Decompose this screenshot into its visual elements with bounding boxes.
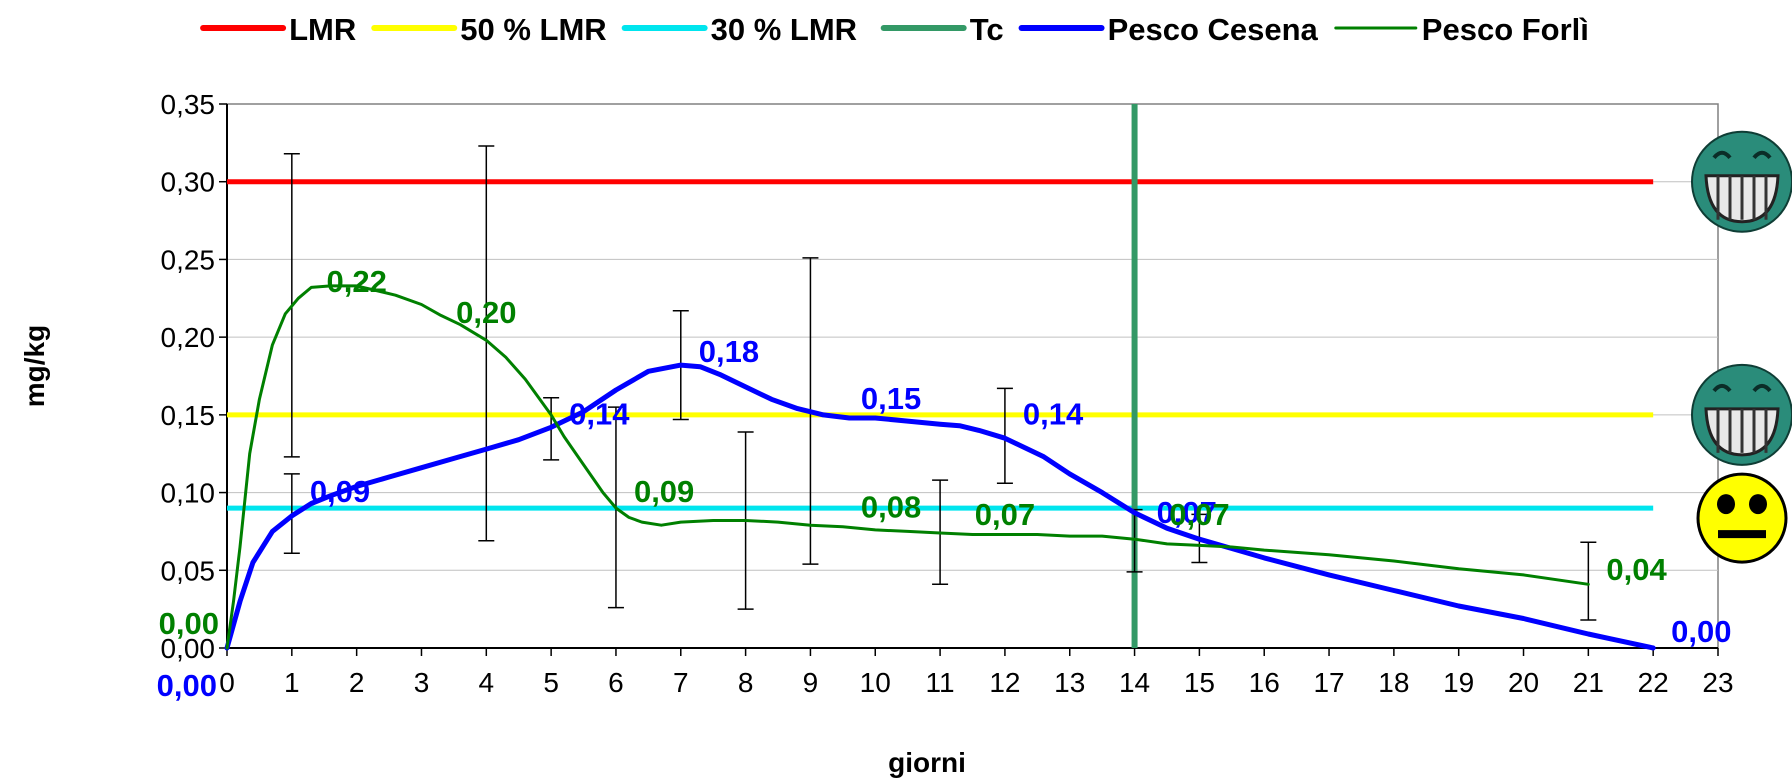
x-tick-label: 15 (1184, 667, 1215, 698)
x-tick-label: 0 (219, 667, 235, 698)
legend-label: Tc (970, 12, 1004, 47)
data-label: 0,04 (1606, 552, 1667, 587)
y-axis-tick-labels: 0,00 0,05 0,10 0,15 0,20 0,25 0,30 0,35 (161, 89, 216, 664)
x-tick-label: 22 (1638, 667, 1669, 698)
eye (1717, 494, 1735, 515)
legend-label: Pesco Cesena (1108, 12, 1319, 47)
data-series (224, 284, 1656, 651)
x-axis-tick-labels: 0 1 2 3 4 5 6 7 8 9 10 11 12 13 14 15 16 17 18 19 20 21 22 23 (219, 648, 1734, 698)
x-tick-label: 4 (479, 667, 495, 698)
y-tick-label: 0,10 (161, 478, 216, 509)
x-tick-label: 21 (1573, 667, 1604, 698)
x-tick-label: 6 (608, 667, 624, 698)
eye (1749, 494, 1767, 515)
y-axis-title: mg/kg (19, 325, 50, 407)
x-tick-label: 16 (1249, 667, 1280, 698)
x-tick-label: 20 (1508, 667, 1539, 698)
y-tick-label: 0,00 (161, 633, 216, 664)
x-tick-label: 17 (1313, 667, 1344, 698)
y-tick-label: 0,05 (161, 555, 216, 586)
x-tick-label: 7 (673, 667, 689, 698)
y-tick-label: 0,30 (161, 167, 216, 198)
legend-label: Pesco Forlì (1422, 12, 1589, 47)
eye (1712, 150, 1732, 160)
data-label: 0,14 (569, 396, 630, 431)
mouth (1718, 530, 1766, 539)
x-tick-label: 23 (1702, 667, 1733, 698)
data-label: 0,07 (1157, 495, 1217, 530)
data-label: 0,20 (456, 295, 516, 330)
legend-label: 50 % LMR (460, 12, 606, 47)
x-tick-label: 9 (803, 667, 819, 698)
x-tick-label: 18 (1378, 667, 1409, 698)
series-line (225, 284, 1590, 650)
data-label: 0,14 (1023, 396, 1084, 431)
face-circle (1696, 472, 1788, 564)
x-tick-label: 2 (349, 667, 365, 698)
neutral-face-icon (1696, 472, 1788, 564)
data-label: 0,09 (310, 474, 370, 509)
data-label: 0,18 (699, 334, 759, 369)
data-labels: 0,000,090,140,180,15 0,140,070,000,000,22… (157, 264, 1732, 703)
x-tick-label: 13 (1054, 667, 1085, 698)
x-tick-label: 1 (284, 667, 300, 698)
legend-label: LMR (289, 12, 356, 47)
data-label: 0,07 (975, 497, 1035, 532)
data-label: 0,07 (1169, 497, 1229, 532)
legend-label: 30 % LMR (711, 12, 857, 47)
data-label: 0,09 (634, 474, 694, 509)
data-label: 0,22 (326, 264, 386, 299)
horizontal-gridlines (219, 103, 1719, 649)
plot-area-frame (226, 103, 1719, 649)
y-tick-label: 0,20 (161, 322, 216, 353)
y-tick-label: 0,25 (161, 244, 216, 275)
chart-legend: LMR 50 % LMR 30 % LMR Tc Pesco Cesena Pesco F… (200, 12, 1589, 47)
data-label: 0,15 (861, 381, 921, 416)
eye (1752, 150, 1772, 160)
x-tick-label: 3 (414, 667, 430, 698)
data-label: 0,00 (159, 606, 219, 641)
x-tick-label: 10 (860, 667, 891, 698)
x-tick-label: 19 (1443, 667, 1474, 698)
error-bars (283, 145, 1597, 621)
x-axis-title: giorni (888, 747, 966, 778)
x-tick-label: 8 (738, 667, 754, 698)
series-line (224, 362, 1656, 651)
y-tick-label: 0,35 (161, 89, 216, 120)
data-label: 0,00 (157, 668, 217, 703)
x-tick-label: 11 (926, 667, 955, 698)
grinning-face-icon (1691, 363, 1792, 466)
x-tick-label: 5 (543, 667, 559, 698)
x-tick-label: 14 (1119, 667, 1150, 698)
eye (1752, 383, 1772, 393)
grinning-face-icon (1691, 130, 1792, 233)
data-label: 0,08 (861, 490, 921, 525)
y-tick-label: 0,15 (161, 400, 216, 431)
eye (1712, 383, 1732, 393)
face-icons (1691, 130, 1792, 564)
data-label: 0,00 (1671, 614, 1731, 649)
x-tick-label: 12 (989, 667, 1020, 698)
